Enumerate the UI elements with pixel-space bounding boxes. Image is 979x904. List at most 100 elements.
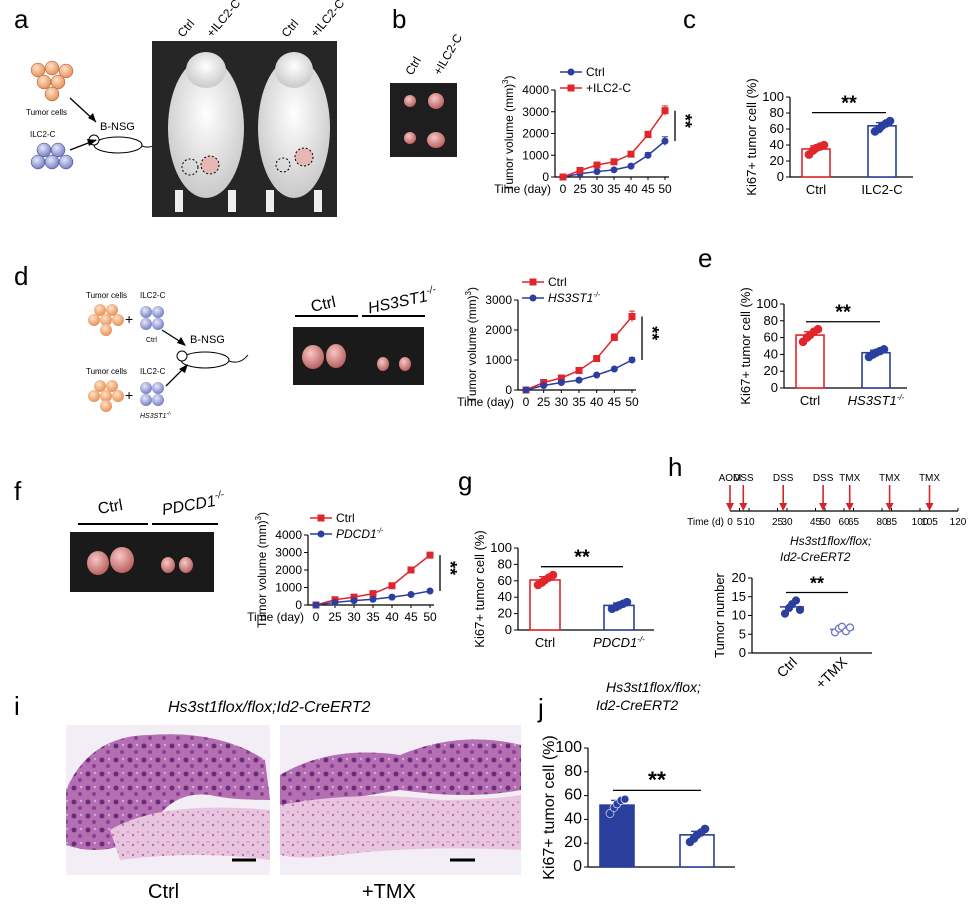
data-point: [628, 356, 636, 364]
data-point: [426, 551, 434, 559]
y-tick-label: 3000: [485, 293, 512, 307]
significance-label: **: [642, 326, 662, 340]
timeline-tick-label: 85: [886, 517, 898, 528]
data-point: [644, 151, 652, 159]
panel-b: b Ctrl +ILC2-C: [390, 4, 465, 157]
genotype-label: Hs3st1flox/flox;: [606, 679, 701, 695]
superscript: -/-: [897, 393, 905, 402]
y-tick-label: 80: [770, 105, 784, 120]
line-chart-b: 0 1000 2000 3000 4000 0 25 30 35 40 45 50 Time (day)…: [494, 65, 695, 196]
event-arrowhead: [925, 503, 934, 511]
data-point: [610, 158, 618, 166]
plus-sign: +: [125, 311, 133, 327]
superscript: -/-: [593, 292, 600, 299]
ilc2-cells-cluster: [140, 306, 164, 330]
y-tick-label: 3000: [275, 546, 302, 560]
y-tick-label: 1000: [522, 148, 549, 162]
data-point: [605, 809, 615, 818]
legend-label: Ctrl: [336, 511, 355, 525]
x-tick-label: 30: [347, 610, 361, 624]
data-point: [312, 601, 320, 609]
data-point: [407, 591, 415, 598]
data-point: [540, 382, 548, 389]
timeline-axis-label: Time (d): [687, 517, 724, 528]
timeline-tick-label: 60: [838, 517, 850, 528]
data-point: [819, 140, 829, 150]
legend-label: HS3ST1-/-: [548, 291, 601, 305]
paren: ): [255, 512, 269, 516]
data-point: [661, 137, 669, 145]
ilc2-cells-cluster: [30, 142, 74, 170]
x-tick-label: 25: [573, 182, 587, 196]
x-tick-label: 50: [658, 182, 672, 196]
x-tick-label: ILC2-C: [861, 182, 902, 197]
mouse-icon: [88, 134, 161, 154]
significance-label: **: [841, 93, 857, 115]
panel-i: i Hs3st1flox/flox;Id2-CreERT2 Ctrl +TMX: [14, 691, 521, 903]
panel-letter: j: [537, 693, 544, 723]
legend-marker: [567, 84, 575, 92]
data-point: [522, 386, 530, 394]
photo-label: +ILC2-C: [204, 0, 244, 40]
tumor-cells-cluster: [30, 60, 74, 102]
data-point: [576, 166, 584, 174]
y-tick-label: 20: [564, 834, 582, 851]
x-tick-label: 40: [624, 182, 638, 196]
timeline-tick-label: 25: [772, 517, 784, 528]
y-tick-label: 100: [762, 89, 784, 104]
group-label: PDCD1-/-: [160, 489, 227, 519]
data-point: [331, 598, 339, 606]
significance-label: **: [574, 547, 590, 569]
x-tick-label: Ctrl: [800, 393, 820, 408]
timeline-tick-label: 50: [819, 517, 831, 528]
y-tick-label: 10: [732, 608, 746, 623]
data-point: [700, 824, 710, 834]
data-point: [557, 379, 565, 386]
legend-marker: [567, 68, 575, 76]
bar: [599, 804, 635, 868]
y-axis-label: Tumor volume (mm)3): [464, 287, 479, 403]
y-tick-label: 20: [764, 363, 778, 378]
tumor-cells-label: Tumor cells: [86, 367, 127, 376]
data-point: [813, 324, 823, 334]
timeline-tick-label: 10: [743, 517, 755, 528]
significance-label: **: [810, 574, 824, 594]
y-tick-label: 80: [764, 313, 778, 328]
event-label: AOM: [719, 473, 742, 484]
histology-caption: +TMX: [362, 881, 416, 903]
event-arrowhead: [845, 503, 854, 511]
x-tick-label: 50: [423, 610, 437, 624]
photo-label: +ILC2-C: [308, 0, 348, 40]
timeline-tick-label: 105: [921, 517, 938, 528]
y-tick-label: 1000: [275, 581, 302, 595]
data-point: [575, 367, 583, 374]
x-tick-label: 0: [313, 610, 320, 624]
x-tick-label: 35: [607, 182, 621, 196]
event-arrowhead: [779, 503, 788, 511]
event-arrowhead: [726, 503, 734, 511]
y-tick-label: 0: [771, 380, 778, 395]
event-label: TMX: [919, 473, 940, 484]
data-point: [610, 166, 618, 174]
tumor-cells-label: Tumor cells: [86, 291, 127, 300]
timeline-tick-label: 80: [876, 517, 888, 528]
panel-letter-c: c: [683, 4, 696, 34]
data-point: [575, 376, 583, 384]
line-chart-d: 0 1000 2000 3000 0 25 30 35 40 45 50 Time (day)Tumo…: [457, 275, 662, 409]
event-arrowhead: [739, 503, 748, 511]
tumor-cells-cluster: [88, 304, 124, 336]
data-point: [593, 355, 601, 362]
data-point: [644, 131, 652, 139]
timeline-tick-label: 100: [912, 517, 929, 528]
panel-letter: b: [392, 4, 406, 34]
y-tick-label: 40: [498, 589, 512, 604]
genotype-label: Hs3st1flox/flox;: [790, 534, 871, 548]
data-point: [350, 597, 358, 605]
y-tick-label: 100: [756, 296, 778, 311]
x-tick-label: HS3ST1-/-: [848, 393, 905, 408]
x-tick-label: Ctrl: [535, 635, 555, 650]
legend-marker: [317, 514, 325, 522]
event-label: DSS: [733, 473, 754, 484]
